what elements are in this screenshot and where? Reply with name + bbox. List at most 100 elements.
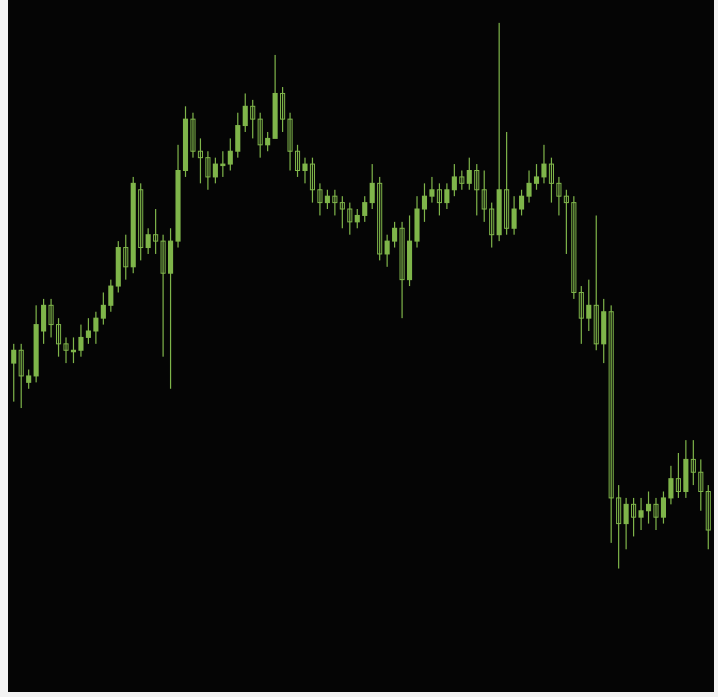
- candle-54: [414, 196, 420, 248]
- candle-75: [571, 196, 577, 299]
- candle-5: [48, 298, 54, 338]
- candle-body: [504, 189, 510, 229]
- candle-body: [309, 163, 316, 191]
- candle-body: [302, 163, 308, 172]
- candle-46: [354, 209, 360, 229]
- candle-32: [250, 99, 256, 139]
- candle-93: [705, 485, 711, 550]
- candle-body: [332, 195, 338, 204]
- candle-body: [287, 118, 293, 152]
- candle-body: [48, 304, 54, 326]
- candle-body: [436, 189, 442, 204]
- candle-body: [257, 118, 263, 146]
- candle-body: [41, 304, 47, 332]
- candle-25: [197, 138, 203, 184]
- candle-body: [683, 458, 689, 492]
- candle-body: [429, 189, 435, 197]
- candle-85: [645, 491, 652, 524]
- candle-90: [683, 440, 689, 498]
- candle-body: [631, 503, 637, 518]
- candle-55: [421, 183, 428, 222]
- candle-81: [616, 485, 622, 569]
- candle-34: [265, 131, 271, 152]
- candle-body: [227, 150, 233, 165]
- candle-48: [369, 164, 375, 210]
- candle-body: [638, 510, 644, 518]
- candle-body: [18, 349, 24, 377]
- candle-body: [317, 189, 323, 204]
- candle-33: [257, 112, 263, 158]
- candle-body: [526, 182, 532, 197]
- candle-body: [541, 163, 547, 178]
- candle-44: [339, 196, 345, 229]
- candle-body: [601, 311, 607, 345]
- candle-body: [414, 208, 420, 242]
- candle-12: [100, 292, 106, 325]
- candle-body: [451, 176, 457, 191]
- candle-body: [377, 182, 383, 255]
- candle-body: [668, 478, 674, 499]
- candle-45: [347, 202, 353, 235]
- candle-body: [115, 247, 121, 287]
- candle-17: [138, 183, 144, 261]
- candle-11: [93, 311, 99, 344]
- candle-31: [242, 93, 248, 132]
- candle-89: [675, 452, 681, 498]
- candle-6: [55, 318, 62, 357]
- candle-body: [481, 189, 487, 210]
- candle-body: [392, 227, 398, 242]
- candle-body: [399, 227, 405, 281]
- candle-body: [108, 285, 114, 306]
- candle-body: [160, 240, 166, 274]
- candle-72: [548, 157, 554, 203]
- candle-36: [280, 87, 286, 132]
- candle-body: [489, 208, 495, 236]
- candle-body: [660, 497, 667, 518]
- candle-body: [85, 330, 91, 338]
- candle-20: [160, 234, 166, 357]
- candle-body: [563, 195, 569, 204]
- candle-0: [11, 343, 17, 402]
- candle-26: [205, 151, 211, 190]
- candle-body: [690, 458, 696, 473]
- candle-body: [533, 176, 540, 184]
- candle-83: [631, 497, 637, 537]
- chart-area: [8, 0, 714, 692]
- candle-40: [309, 157, 316, 203]
- candle-body: [645, 503, 652, 512]
- candle-body: [197, 150, 203, 159]
- candle-body: [220, 163, 226, 167]
- candle-38: [294, 144, 301, 177]
- candle-76: [578, 286, 584, 344]
- candle-body: [347, 208, 353, 223]
- candle-56: [429, 176, 435, 203]
- candle-body: [406, 240, 413, 281]
- candle-87: [660, 491, 667, 524]
- candle-91: [690, 440, 696, 486]
- candle-57: [436, 183, 442, 216]
- candle-body: [459, 176, 465, 184]
- candle-51: [392, 221, 398, 248]
- candle-92: [698, 459, 704, 511]
- candle-body: [369, 182, 375, 204]
- candle-body: [339, 202, 345, 210]
- candle-body: [55, 324, 62, 345]
- candle-body: [578, 291, 584, 319]
- candle-body: [623, 503, 629, 525]
- candle-body: [571, 202, 577, 293]
- candle-body: [593, 304, 599, 345]
- candle-9: [78, 324, 84, 357]
- candle-body: [421, 195, 428, 210]
- candle-body: [294, 150, 301, 172]
- candle-66: [504, 131, 510, 235]
- candle-1: [18, 343, 24, 409]
- candle-71: [541, 144, 547, 184]
- candle-body: [242, 105, 248, 127]
- candle-41: [317, 183, 323, 216]
- candle-42: [324, 189, 330, 210]
- candle-79: [601, 298, 607, 364]
- candle-body: [70, 349, 77, 353]
- candle-86: [653, 497, 659, 531]
- candle-8: [70, 337, 77, 364]
- candle-65: [496, 22, 502, 242]
